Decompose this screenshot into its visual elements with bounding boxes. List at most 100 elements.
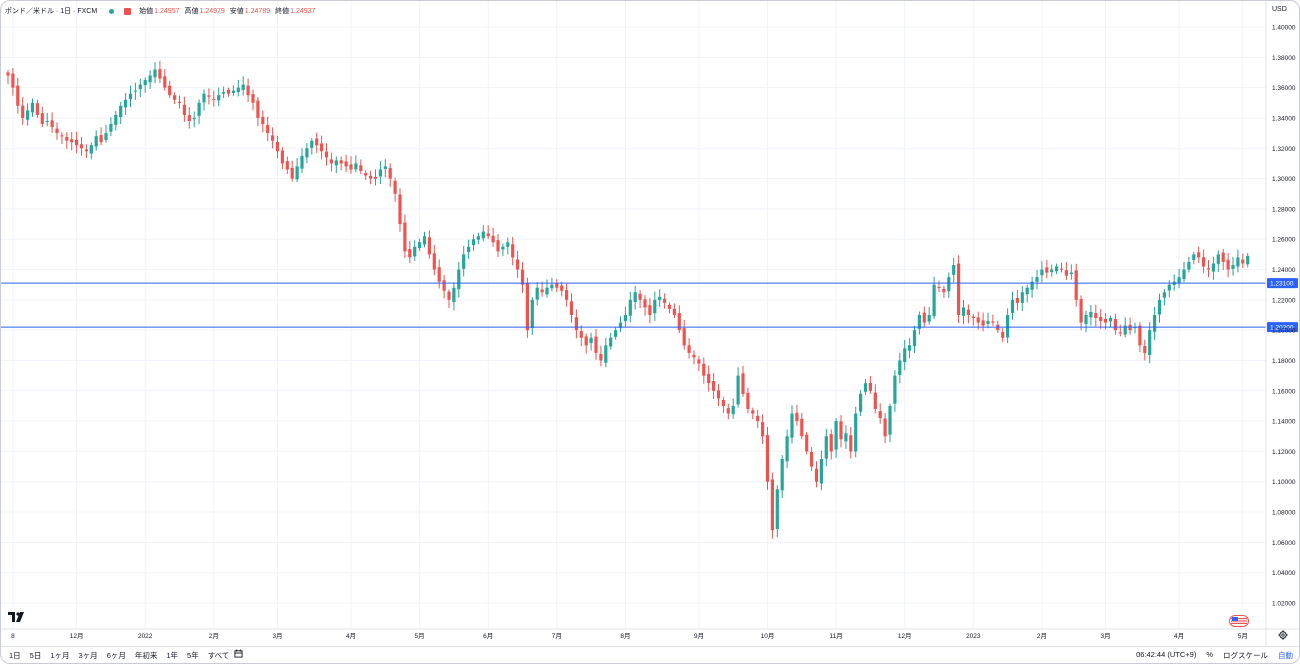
candle [810, 446, 814, 471]
candle-body [511, 244, 515, 258]
range-1m[interactable]: 1ヶ月 [50, 651, 70, 660]
range-all[interactable]: すべて [207, 651, 230, 660]
candle-body [957, 263, 961, 315]
price-axis[interactable]: 1.40000 1.38000 1.36000 1.34000 1.32000 1.300… [1272, 25, 1296, 608]
range-5y[interactable]: 5年 [187, 651, 199, 660]
candle-body [594, 336, 598, 353]
candle [422, 231, 427, 248]
candle [1216, 250, 1220, 273]
price-label-bg [1267, 322, 1298, 333]
candle [344, 154, 348, 173]
candle-body [109, 124, 113, 132]
candle-body [1202, 257, 1206, 267]
candle [217, 87, 221, 107]
horizontal-lines[interactable]: 1.23100 1.20200 [1, 278, 1298, 333]
candle [1001, 328, 1005, 343]
candle [496, 233, 500, 258]
us-flag-icon[interactable] [1229, 615, 1249, 627]
price-tick-label: 1.08000 [1272, 510, 1296, 517]
candle [707, 365, 711, 392]
candle [854, 406, 858, 458]
candle-body [1148, 330, 1152, 356]
time-tick-label: 12月 [898, 632, 912, 640]
candle [359, 159, 363, 174]
time-axis[interactable]: 8 12月 2022 2月 3月 4月 5月 6月 7月 8月 9月 10月 11月 12月 2023 2月 3… [11, 632, 1248, 640]
candle [1202, 249, 1206, 274]
candle [1153, 306, 1157, 341]
candle-body [1138, 325, 1142, 346]
calendar-range-icon[interactable] [234, 649, 243, 658]
candle [1045, 260, 1049, 279]
candle [1084, 310, 1088, 333]
flag-icon[interactable] [124, 7, 132, 15]
candle-body [266, 125, 270, 134]
candle-body [545, 287, 549, 295]
candle-body [589, 337, 593, 344]
open-label: 始値 [139, 8, 154, 15]
candle [300, 148, 304, 174]
candle [937, 280, 941, 293]
candle-body [393, 180, 397, 194]
candle-body [300, 155, 304, 169]
candle [633, 285, 637, 310]
time-tick-label: 12月 [70, 632, 84, 640]
candle-body [1246, 255, 1250, 265]
candle [736, 367, 740, 408]
percent-scale-button[interactable]: % [1206, 650, 1213, 659]
candle-body [1182, 269, 1186, 280]
candle-body [942, 288, 946, 293]
candle [462, 246, 466, 277]
close-label: 終値 [275, 8, 290, 15]
log-scale-button[interactable]: ログスケール [1223, 651, 1268, 660]
symbol-title[interactable]: ポンド／米ドル · 1日 · FXCM [5, 8, 98, 15]
range-ytd[interactable]: 年初来 [134, 651, 158, 660]
candle [677, 305, 681, 334]
price-tick-label: 1.10000 [1272, 479, 1296, 486]
range-5d[interactable]: 5日 [29, 651, 42, 660]
candle-body [516, 259, 520, 270]
candle [491, 227, 495, 247]
candle [868, 375, 872, 394]
range-3m[interactable]: 3ヶ月 [78, 651, 98, 660]
candle [947, 272, 951, 299]
candle [506, 237, 510, 255]
range-1y[interactable]: 1年 [166, 651, 179, 660]
price-chart[interactable]: 1.23100 1.20200 USD 1.40000 1.38000 1.36000… [1, 1, 1299, 646]
candle-body [1153, 315, 1157, 332]
candle [535, 281, 539, 306]
candle [1055, 263, 1059, 275]
candle-body [467, 246, 471, 253]
candle-body [21, 105, 25, 118]
gear-icon[interactable] [1278, 630, 1288, 640]
price-axis-currency[interactable]: USD [1272, 6, 1287, 13]
time-tick-label: 4月 [1174, 632, 1184, 640]
candle-body [236, 87, 240, 93]
candle [222, 86, 226, 99]
candlestick-series [6, 60, 1250, 539]
candle [275, 135, 280, 159]
tradingview-logo[interactable] [8, 612, 26, 622]
candle-body [599, 354, 603, 361]
candle-body [672, 308, 676, 315]
candle [45, 112, 49, 127]
candle [75, 131, 79, 154]
candle-body [569, 301, 574, 315]
clock-timezone[interactable]: 06:42:44 (UTC+9) [1136, 650, 1197, 659]
candle [1177, 268, 1181, 289]
candle [187, 106, 191, 129]
auto-scale-button[interactable]: 自動 [1278, 651, 1293, 660]
candle [922, 306, 926, 328]
candle [775, 485, 779, 538]
candle [1167, 280, 1171, 298]
candle-body [99, 135, 103, 143]
candle [638, 290, 642, 308]
candle-body [177, 101, 182, 103]
candle [545, 279, 549, 298]
candle-body [128, 93, 133, 100]
candle [99, 127, 103, 146]
range-1d[interactable]: 1日 [9, 651, 21, 660]
range-6m[interactable]: 6ヶ月 [106, 651, 126, 660]
candle-body [961, 307, 966, 316]
candle-body [310, 140, 314, 148]
